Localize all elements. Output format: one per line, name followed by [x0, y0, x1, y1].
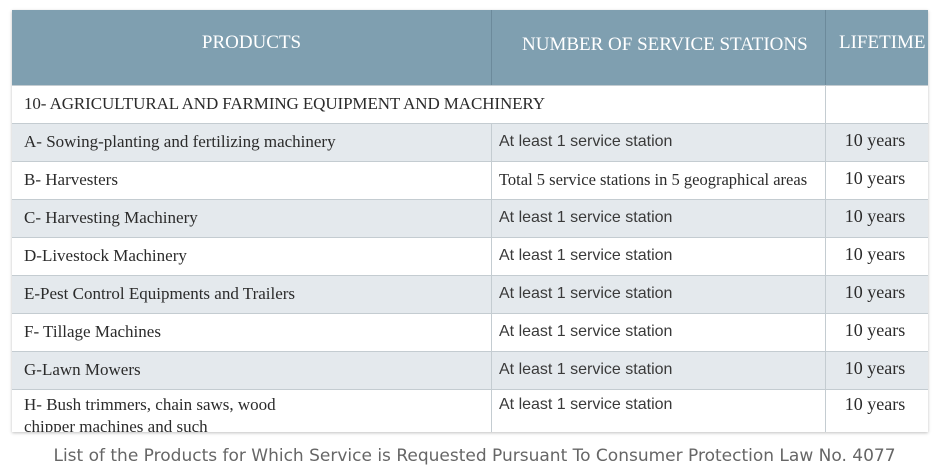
lifetime-cell: 10 years	[844, 168, 906, 188]
stations-cell: At least 1 service station	[492, 352, 826, 389]
table-row: G-Lawn Mowers At least 1 service station…	[12, 351, 928, 389]
stations-cell: At least 1 service station	[492, 314, 826, 351]
lifetime-cell: 10 years	[844, 244, 906, 264]
table-row: H- Bush trimmers, chain saws, wood chipp…	[12, 389, 928, 432]
product-cell: C- Harvesting Machinery	[12, 200, 492, 237]
table-row: B- Harvesters Total 5 service stations i…	[12, 161, 928, 199]
lifetime-cell: 10 years	[844, 130, 906, 150]
product-cell: A- Sowing-planting and fertilizing machi…	[12, 124, 492, 161]
table-row: F- Tillage Machines At least 1 service s…	[12, 313, 928, 351]
lifetime-cell: 10 years	[844, 394, 906, 414]
stations-cell: At least 1 service station	[492, 390, 826, 432]
table-row: D-Livestock Machinery At least 1 service…	[12, 237, 928, 275]
stations-cell: At least 1 service station	[492, 238, 826, 275]
section-row: 10- AGRICULTURAL AND FARMING EQUIPMENT A…	[12, 85, 928, 123]
lifetime-cell: 10 years	[844, 358, 906, 378]
product-cell: B- Harvesters	[12, 162, 492, 199]
table-header: PRODUCTS NUMBER OF SERVICE STATIONS LIFE…	[12, 10, 928, 85]
stations-cell: At least 1 service station	[492, 276, 826, 313]
header-service-stations: NUMBER OF SERVICE STATIONS	[492, 10, 826, 85]
stations-cell: At least 1 service station	[492, 200, 826, 237]
product-cell: H- Bush trimmers, chain saws, wood chipp…	[24, 395, 276, 432]
product-cell: E-Pest Control Equipments and Trailers	[12, 276, 492, 313]
stations-cell: At least 1 service station	[492, 124, 826, 161]
table-row: C- Harvesting Machinery At least 1 servi…	[12, 199, 928, 237]
product-cell: F- Tillage Machines	[12, 314, 492, 351]
table-row: A- Sowing-planting and fertilizing machi…	[12, 123, 928, 161]
product-cell: D-Livestock Machinery	[12, 238, 492, 275]
stations-cell: Total 5 service stations in 5 geographic…	[492, 162, 826, 199]
table-caption: List of the Products for Which Service i…	[53, 446, 896, 466]
products-table: PRODUCTS NUMBER OF SERVICE STATIONS LIFE…	[12, 10, 928, 432]
lifetime-cell: 10 years	[844, 320, 906, 340]
lifetime-cell: 10 years	[844, 206, 906, 226]
header-products: PRODUCTS	[12, 10, 492, 85]
lifetime-cell: 10 years	[844, 282, 906, 302]
product-cell: G-Lawn Mowers	[12, 352, 492, 389]
table-row: E-Pest Control Equipments and Trailers A…	[12, 275, 928, 313]
section-lifetime-empty	[826, 86, 928, 123]
section-title: 10- AGRICULTURAL AND FARMING EQUIPMENT A…	[12, 86, 826, 123]
header-lifetime: LIFETIME	[839, 32, 926, 53]
